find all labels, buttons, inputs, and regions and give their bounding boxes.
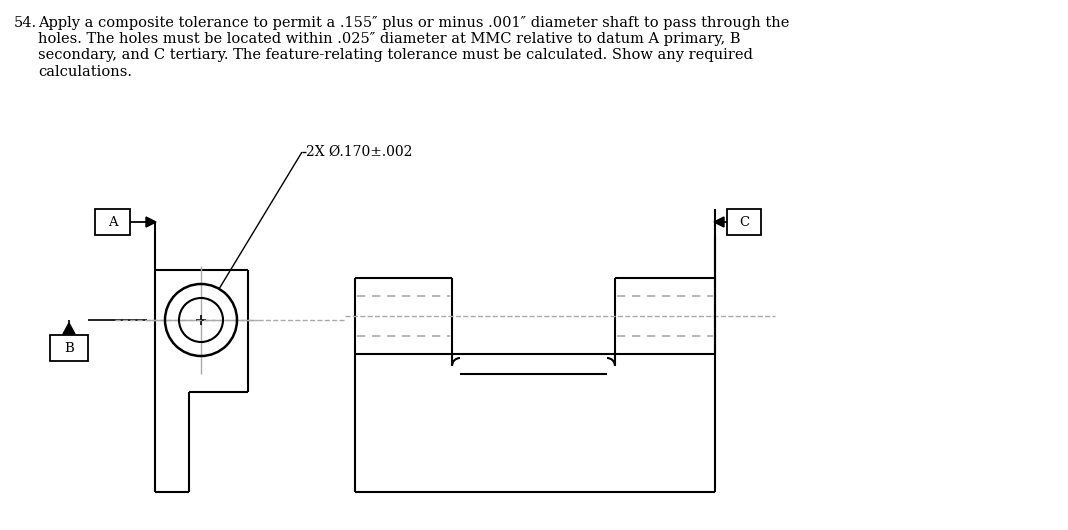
Text: A: A [108, 216, 117, 228]
Bar [727, 209, 761, 235]
Text: C: C [739, 216, 749, 228]
Text: 54.: 54. [14, 16, 37, 30]
Text: Apply a composite tolerance to permit a .155″ plus or minus .001″ diameter shaft: Apply a composite tolerance to permit a … [38, 16, 789, 78]
Polygon shape [63, 323, 75, 334]
Text: B: B [64, 341, 74, 355]
Bar [50, 335, 88, 361]
Text: 2X Ø.170±.002: 2X Ø.170±.002 [307, 145, 412, 159]
Polygon shape [714, 217, 724, 227]
Bar [95, 209, 130, 235]
Polygon shape [146, 217, 156, 227]
